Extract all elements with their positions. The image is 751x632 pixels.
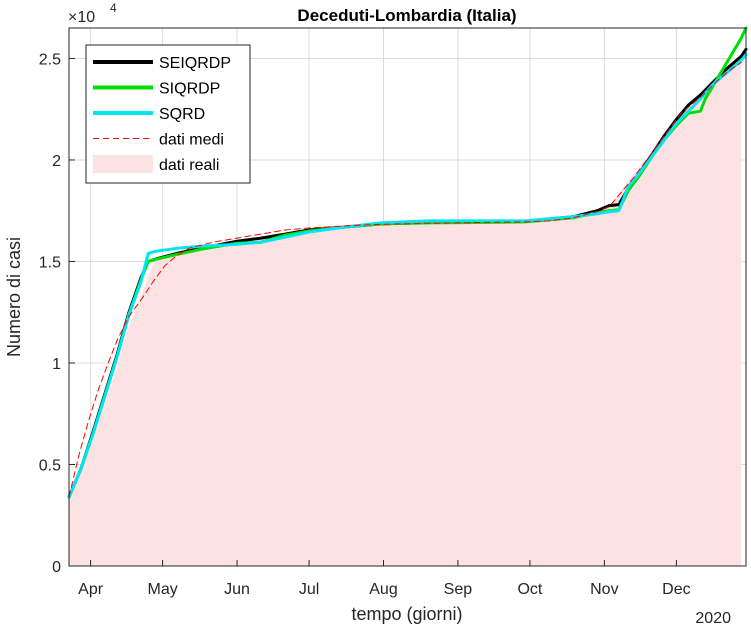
y-tick-label: 2 (52, 153, 61, 170)
series-line-sqrd (67, 52, 748, 499)
plot-frame (68, 27, 747, 567)
y-tick-label: 1.5 (39, 254, 61, 271)
x-axis-label: tempo (giorni) (351, 604, 462, 624)
area-dati-reali (69, 62, 742, 566)
x-year-label: 2020 (695, 610, 731, 627)
chart-title: Deceduti-Lombardia (Italia) (297, 6, 516, 25)
area-layer (69, 62, 742, 566)
x-tick-label: Jul (299, 581, 319, 598)
legend-label-sqrd: SQRD (159, 106, 205, 123)
x-tick-label: Sep (444, 581, 473, 598)
y-tick-label: 2.5 (39, 51, 61, 68)
x-tick-label: Oct (517, 581, 542, 598)
legend-label-siqrdp: SIQRDP (159, 81, 220, 98)
y-exponent-label: ×10 (68, 9, 95, 26)
y-tick-label: 0 (52, 559, 61, 576)
x-tick-label: Aug (369, 581, 397, 598)
y-tick-label: 0.5 (39, 457, 61, 474)
legend: SEIQRDP SIQRDP SQRD dati medi dati reali (85, 44, 251, 184)
series-layer (67, 26, 748, 499)
legend-label-seiqrdp: SEIQRDP (159, 55, 231, 72)
series-line-dati-medi (68, 62, 742, 498)
y-tick-label: 1 (52, 356, 61, 373)
legend-label-dati-reali: dati reali (159, 157, 219, 174)
x-tick-label: Jun (224, 581, 250, 598)
y-exponent-power: 4 (110, 1, 117, 15)
legend-swatch-dati-reali (93, 155, 153, 173)
x-tick-label: Dec (662, 581, 690, 598)
x-tick-label: May (148, 581, 178, 598)
x-tick-label: Apr (78, 581, 104, 598)
legend-label-dati-medi: dati medi (159, 132, 224, 149)
x-tick-label: Nov (590, 581, 618, 598)
tick-layer: Apr May Jun Jul Aug Sep Oct Nov Dec 0 0.5 1 1.5 2 2.5 (39, 51, 691, 598)
y-axis-label: Numero di casi (4, 237, 24, 357)
